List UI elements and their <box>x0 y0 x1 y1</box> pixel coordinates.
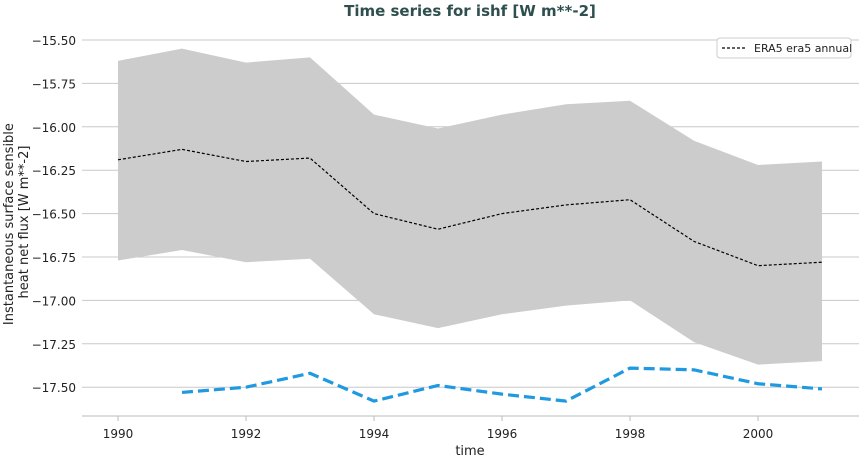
y-tick-label: −16.75 <box>32 251 76 265</box>
y-axis-label: Instantaneous surface sensible heat net … <box>2 119 32 325</box>
series-line-blue <box>182 368 822 401</box>
x-tick-label: 2000 <box>743 427 774 441</box>
uncertainty-band <box>118 49 822 365</box>
x-tick-label: 1992 <box>231 427 262 441</box>
x-axis-label: time <box>455 444 484 457</box>
y-axis-label-line-2: heat net flux [W m**-2] <box>17 146 32 299</box>
x-tick-label: 1998 <box>615 427 646 441</box>
y-tick-label: −17.50 <box>32 381 76 395</box>
legend: ERA5 era5 annual <box>717 38 852 58</box>
y-tick-label: −17.00 <box>32 294 76 308</box>
x-tick-label: 1996 <box>487 427 518 441</box>
y-tick-label: −16.50 <box>32 208 76 222</box>
legend-label: ERA5 era5 annual <box>754 42 852 55</box>
y-axis-label-line-1: Instantaneous surface sensible <box>2 123 17 325</box>
y-tick-label: −16.00 <box>32 121 76 135</box>
y-tick-label: −16.25 <box>32 164 76 178</box>
x-tick-label: 1990 <box>103 427 134 441</box>
y-tick-label: −15.50 <box>32 34 76 48</box>
y-tick-label: −17.25 <box>32 338 76 352</box>
y-tick-label: −15.75 <box>32 77 76 91</box>
x-tick-label: 1994 <box>359 427 390 441</box>
chart-title: Time series for ishf [W m**-2] <box>344 2 596 20</box>
